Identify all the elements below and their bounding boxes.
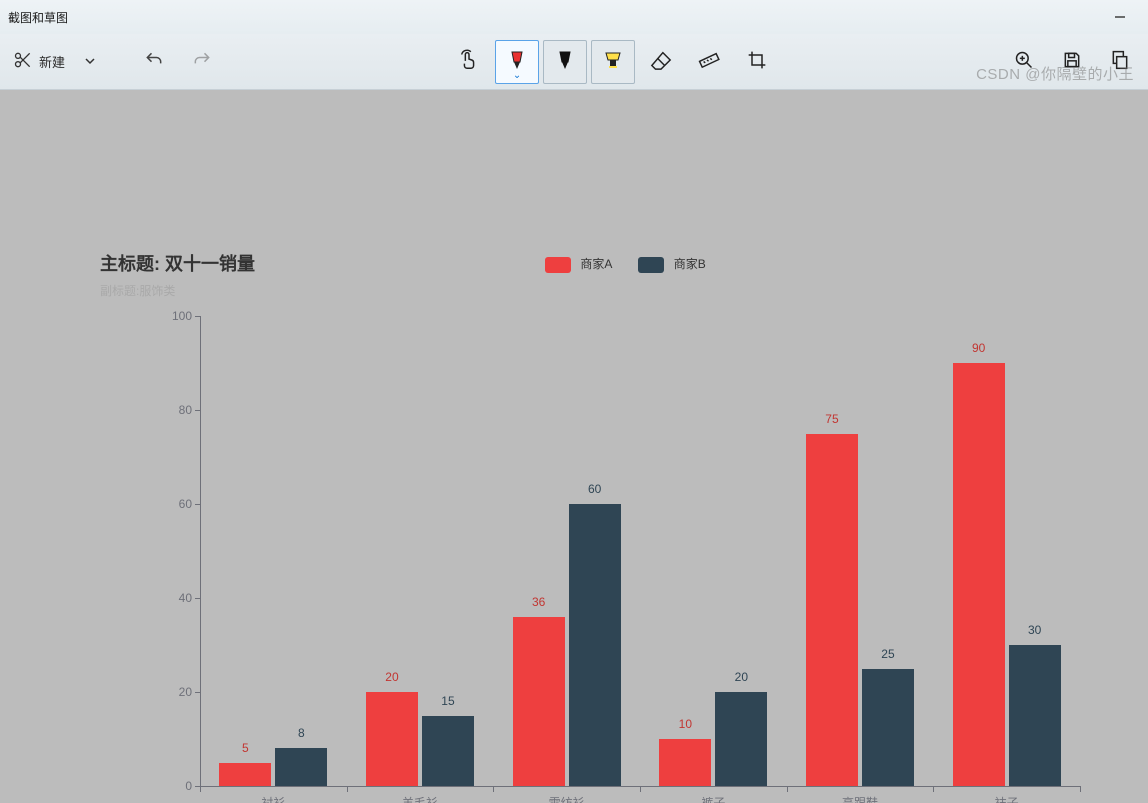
new-snip-button[interactable]: 新建 xyxy=(6,40,72,84)
legend-label: 商家B xyxy=(674,257,706,271)
title-bar: 截图和草图 xyxy=(0,0,1148,34)
x-tick-mark xyxy=(640,786,641,792)
snip-icon xyxy=(13,50,33,73)
undo-button[interactable] xyxy=(132,40,176,84)
bar[interactable] xyxy=(862,669,914,787)
bar[interactable] xyxy=(569,504,621,786)
bar[interactable] xyxy=(806,434,858,787)
x-tick-mark xyxy=(200,786,201,792)
legend-item[interactable]: 商家A xyxy=(545,255,612,273)
highlighter-button[interactable] xyxy=(591,40,635,84)
y-tick-label: 80 xyxy=(152,403,192,417)
y-tick-label: 0 xyxy=(152,779,192,793)
x-tick-mark xyxy=(493,786,494,792)
chevron-down-icon xyxy=(85,54,95,69)
crop-button[interactable] xyxy=(735,40,779,84)
undo-icon xyxy=(144,50,164,73)
y-tick-mark xyxy=(195,692,200,693)
bar-value-label: 30 xyxy=(1028,623,1041,637)
x-tick-label: 衬衫 xyxy=(261,794,285,803)
chart-subtitle: 副标题:服饰类 xyxy=(100,282,1060,299)
minimize-button[interactable] xyxy=(1100,0,1140,34)
chart-legend: 商家A 商家B xyxy=(545,255,706,273)
bar[interactable] xyxy=(953,363,1005,786)
redo-icon xyxy=(192,50,212,73)
bar[interactable] xyxy=(275,748,327,786)
pencil-button[interactable] xyxy=(543,40,587,84)
bar[interactable] xyxy=(659,739,711,786)
x-tick-label: 高跟鞋 xyxy=(842,794,878,803)
x-tick-label: 雪纺衫 xyxy=(549,794,585,803)
y-axis xyxy=(200,316,201,786)
x-tick-mark xyxy=(933,786,934,792)
x-tick-mark xyxy=(1080,786,1081,792)
new-snip-dropdown[interactable] xyxy=(76,40,104,84)
new-label: 新建 xyxy=(39,52,65,71)
x-tick-mark xyxy=(787,786,788,792)
y-tick-mark xyxy=(195,316,200,317)
bar-value-label: 25 xyxy=(881,647,894,661)
bar-value-label: 15 xyxy=(441,694,454,708)
y-tick-mark xyxy=(195,410,200,411)
watermark: CSDN @你隔壁的小王 xyxy=(976,63,1134,84)
touch-write-icon xyxy=(458,49,480,74)
bar[interactable] xyxy=(366,692,418,786)
pen-black-icon xyxy=(555,49,575,74)
bar[interactable] xyxy=(1009,645,1061,786)
y-tick-mark xyxy=(195,598,200,599)
crop-icon xyxy=(747,50,767,73)
legend-label: 商家A xyxy=(580,257,612,271)
x-tick-label: 羊毛衫 xyxy=(402,794,438,803)
eraser-button[interactable] xyxy=(639,40,683,84)
ruler-button[interactable] xyxy=(687,40,731,84)
bar-value-label: 60 xyxy=(588,482,601,496)
y-tick-mark xyxy=(195,504,200,505)
bar-value-label: 90 xyxy=(972,341,985,355)
eraser-icon xyxy=(650,49,672,74)
legend-item[interactable]: 商家B xyxy=(638,255,705,273)
chevron-down-icon: ⌄ xyxy=(513,70,521,81)
bar[interactable] xyxy=(422,716,474,787)
y-tick-label: 60 xyxy=(152,497,192,511)
bar-value-label: 8 xyxy=(298,726,305,740)
bar[interactable] xyxy=(715,692,767,786)
bar-value-label: 5 xyxy=(242,741,249,755)
touch-writing-button[interactable] xyxy=(447,40,491,84)
y-tick-label: 20 xyxy=(152,685,192,699)
y-tick-label: 100 xyxy=(152,309,192,323)
bar-value-label: 36 xyxy=(532,595,545,609)
chart-plot: 020406080100衬衫58羊毛衫2015雪纺衫3660裤子1020高跟鞋7… xyxy=(200,316,1080,786)
bar[interactable] xyxy=(513,617,565,786)
legend-swatch-b xyxy=(638,257,664,273)
x-tick-label: 袜子 xyxy=(995,794,1019,803)
highlighter-icon xyxy=(602,49,624,74)
bar-value-label: 75 xyxy=(825,412,838,426)
window-title: 截图和草图 xyxy=(8,9,68,26)
ballpoint-pen-button[interactable]: ⌄ xyxy=(495,40,539,84)
bar[interactable] xyxy=(219,763,271,787)
redo-button[interactable] xyxy=(180,40,224,84)
ruler-icon xyxy=(698,49,720,74)
bar-value-label: 20 xyxy=(735,670,748,684)
x-tick-label: 裤子 xyxy=(701,794,725,803)
bar-value-label: 20 xyxy=(385,670,398,684)
x-tick-mark xyxy=(347,786,348,792)
bar-value-label: 10 xyxy=(679,717,692,731)
legend-swatch-a xyxy=(545,257,571,273)
y-tick-label: 40 xyxy=(152,591,192,605)
